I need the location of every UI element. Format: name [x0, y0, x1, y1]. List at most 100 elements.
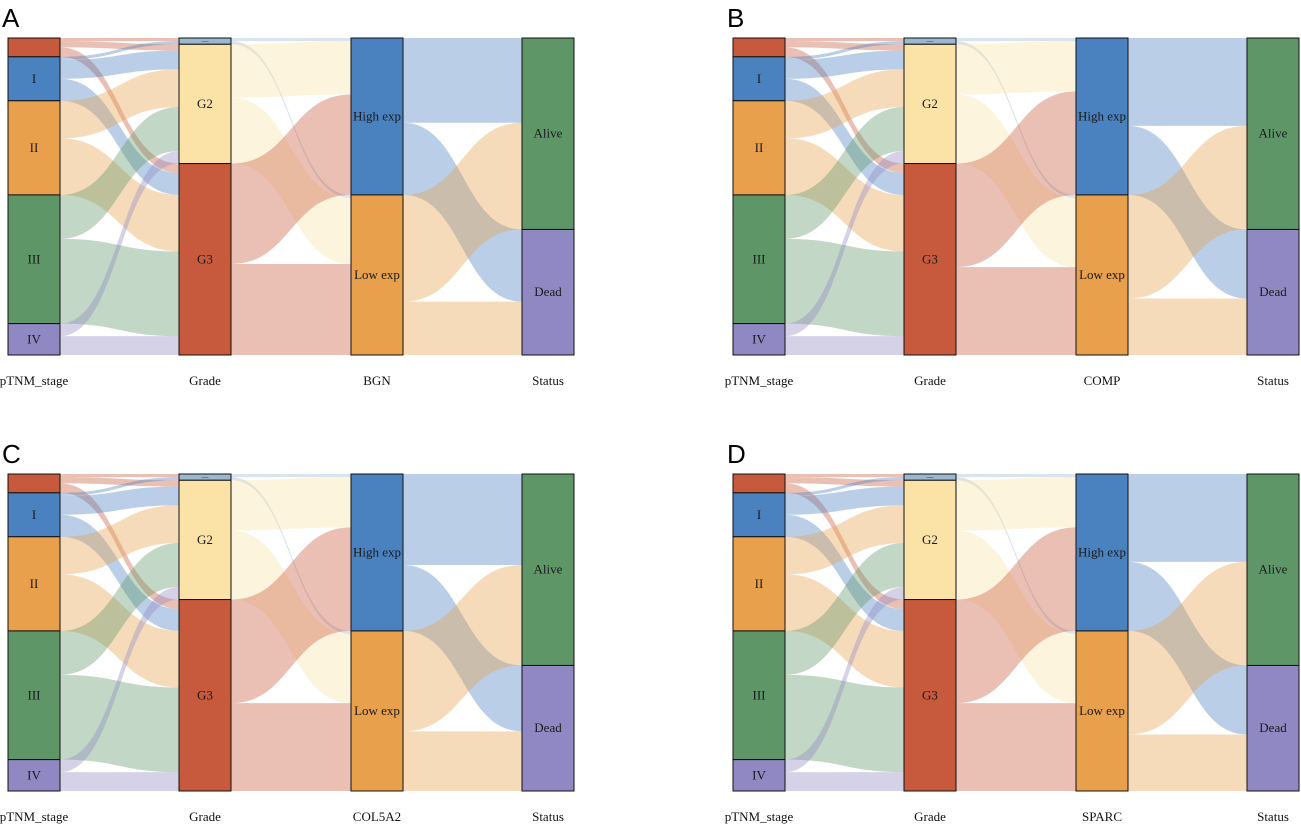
- ribbon-grade-gene-small-high: [231, 38, 351, 42]
- ribbon-gene-status-low-alive: [1128, 561, 1247, 735]
- ribbon-grade-gene-G2-high: [231, 477, 351, 531]
- ribbon-grade-gene-G3-high: [231, 527, 351, 704]
- gene-node-label-high: High exp: [353, 544, 401, 559]
- stage-node-na: [7, 37, 61, 58]
- stage-node-III: [732, 630, 786, 761]
- grade-node-label-small: —: [926, 473, 935, 481]
- status-node-label-dead: Dead: [534, 720, 562, 735]
- grade-node-G2: [903, 43, 957, 165]
- ribbon-stage-grade-I-G3: [60, 78, 179, 195]
- stage-node-label-II: II: [30, 140, 39, 155]
- stage-node-II: [7, 100, 61, 196]
- ribbon-stage-grade-na-G3: [60, 47, 179, 173]
- grade-node-label-G2: G2: [197, 532, 213, 547]
- axis-label-gene: BGN: [363, 373, 391, 388]
- ribbon-stage-grade-I-G2: [785, 486, 904, 515]
- gene-node-low: [1075, 630, 1129, 792]
- ribbon-stage-grade-II-G3: [60, 574, 179, 688]
- status-node-dead: [521, 228, 575, 356]
- ribbon-stage-grade-na-G3: [60, 483, 179, 609]
- gene-node-label-low: Low exp: [354, 267, 400, 282]
- stage-node-I: [732, 492, 786, 538]
- ribbon-grade-gene-G3-low: [231, 263, 351, 355]
- ribbon-stage-grade-II-G2: [60, 505, 179, 575]
- stage-node-IV: [732, 323, 786, 356]
- stage-node-label-IV: IV: [27, 331, 41, 346]
- ribbon-grade-gene-G2-low: [231, 97, 351, 264]
- stage-node-II: [732, 100, 786, 196]
- ribbon-gene-status-high-dead: [1128, 561, 1247, 735]
- axis-label-gene: SPARC: [1082, 809, 1122, 824]
- ribbon-gene-status-low-alive: [1128, 125, 1247, 299]
- ribbon-stage-grade-IV-G2: [785, 150, 904, 337]
- ribbon-stage-grade-na-small: [785, 474, 904, 478]
- ribbon-stage-grade-na-G3: [785, 483, 904, 609]
- stage-node-label-I: I: [757, 507, 761, 522]
- ribbon-grade-gene-small-high: [231, 474, 351, 478]
- grade-node-G2: [178, 479, 232, 601]
- ribbon-stage-grade-na-G3: [785, 47, 904, 173]
- ribbon-stage-grade-II-G2: [785, 505, 904, 575]
- grade-node-label-small: —: [201, 37, 210, 45]
- gene-node-low: [350, 194, 404, 356]
- axis-label-gene: COMP: [1084, 373, 1121, 388]
- status-node-label-alive: Alive: [534, 126, 563, 141]
- gene-node-label-high: High exp: [1078, 544, 1126, 559]
- ribbon-grade-gene-G2-high: [231, 41, 351, 98]
- axis-label-stage: pTNM_stage: [725, 373, 794, 388]
- gene-node-high: [1075, 473, 1129, 632]
- ribbon-stage-grade-IV-G3: [785, 772, 904, 791]
- panel-letter: D: [727, 439, 746, 469]
- ribbon-stage-grade-II-G3: [785, 138, 904, 252]
- ribbon-stage-grade-III-G3: [785, 674, 904, 773]
- panel-letter: C: [2, 439, 21, 469]
- ribbon-grade-gene-small-low: [231, 41, 351, 199]
- stage-node-label-II: II: [755, 576, 764, 591]
- gene-node-low: [350, 630, 404, 792]
- ribbon-stage-grade-I-G3: [785, 78, 904, 195]
- grade-node-label-small: —: [201, 473, 210, 481]
- grade-node-label-small: —: [926, 37, 935, 45]
- axis-label-status: Status: [532, 373, 564, 388]
- gene-node-label-low: Low exp: [1079, 703, 1125, 718]
- ribbon-grade-gene-small-low: [956, 477, 1076, 635]
- axis-label-status: Status: [1257, 373, 1289, 388]
- grade-node-label-G3: G3: [922, 251, 938, 266]
- ribbon-grade-gene-small-high: [956, 38, 1076, 42]
- gene-node-high: [350, 37, 404, 196]
- ribbon-stage-grade-IV-G3: [60, 336, 179, 355]
- axis-label-stage: pTNM_stage: [725, 809, 794, 824]
- ribbon-stage-grade-IV-G2: [60, 586, 179, 773]
- ribbons: [785, 474, 1247, 791]
- status-node-dead: [521, 664, 575, 792]
- ribbon-grade-gene-small-high: [956, 474, 1076, 478]
- stage-node-label-IV: IV: [752, 331, 766, 346]
- ribbon-stage-grade-II-G2: [785, 69, 904, 139]
- stage-node-IV: [732, 759, 786, 792]
- ribbon-stage-grade-III-G2: [60, 107, 179, 239]
- ribbon-stage-grade-na-G2: [60, 41, 179, 51]
- ribbons: [60, 38, 522, 355]
- ribbon-stage-grade-III-G2: [60, 543, 179, 675]
- stage-node-label-III: III: [753, 687, 766, 702]
- ribbon-stage-grade-I-G3: [785, 514, 904, 631]
- stage-node-IV: [7, 323, 61, 356]
- ribbon-grade-gene-G3-low: [956, 267, 1076, 355]
- ribbon-gene-status-high-alive: [1128, 474, 1247, 562]
- status-node-label-alive: Alive: [1259, 562, 1288, 577]
- stage-node-label-III: III: [753, 251, 766, 266]
- status-node-label-alive: Alive: [1259, 126, 1288, 141]
- stage-node-I: [7, 56, 61, 102]
- ribbon-gene-status-high-alive: [403, 38, 522, 123]
- ribbon-grade-gene-G2-low: [231, 530, 351, 704]
- ribbons: [785, 38, 1247, 355]
- ribbon-stage-grade-III-G2: [785, 107, 904, 239]
- ribbon-grade-gene-small-low: [231, 477, 351, 635]
- grade-node-label-G2: G2: [922, 96, 938, 111]
- ribbon-stage-grade-III-G3: [785, 238, 904, 337]
- gene-node-high: [1075, 37, 1129, 196]
